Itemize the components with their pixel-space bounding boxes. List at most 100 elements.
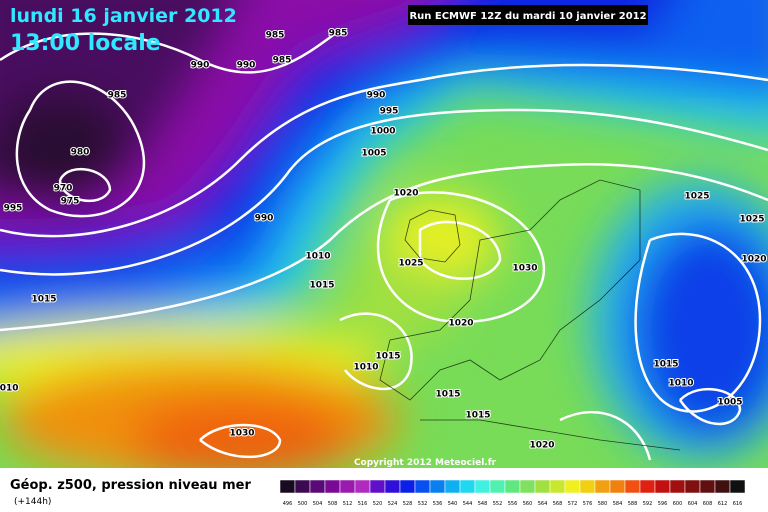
legend-swatch	[444, 479, 461, 494]
legend-swatch	[534, 479, 551, 494]
legend-label: 528	[403, 501, 413, 507]
legend-swatch	[459, 479, 476, 494]
isobar-label: 1010	[305, 252, 330, 262]
isobar-label: 1030	[512, 264, 537, 274]
isobar-label: 975	[61, 197, 80, 207]
isobar-label: 985	[329, 29, 348, 39]
isobar-label: 990	[191, 61, 210, 71]
isobar-label: 990	[367, 91, 386, 101]
legend-label: 616	[733, 501, 743, 507]
legend-label: 508	[328, 501, 338, 507]
legend-swatch	[609, 479, 626, 494]
legend-swatch	[504, 479, 521, 494]
legend-swatch	[654, 479, 671, 494]
isobar-label: 985	[273, 56, 292, 66]
legend-label: 556	[508, 501, 518, 507]
legend-label: 572	[568, 501, 578, 507]
field	[0, 0, 768, 468]
legend-label: 568	[553, 501, 563, 507]
legend-label: 512	[343, 501, 353, 507]
legend-label: 520	[373, 501, 383, 507]
isobar-label: 970	[54, 184, 73, 194]
legend-swatch	[384, 479, 401, 494]
isobar-label: 1010	[668, 379, 693, 389]
isobar-label: 985	[266, 31, 285, 41]
isobar-label: 990	[237, 61, 256, 71]
isobar-label: 1010	[353, 363, 378, 373]
legend-swatch	[474, 479, 491, 494]
legend-label: 596	[658, 501, 668, 507]
legend-label: 532	[418, 501, 428, 507]
legend-swatch	[594, 479, 611, 494]
legend-swatch	[519, 479, 536, 494]
legend-label: 500	[298, 501, 308, 507]
legend-label: 544	[463, 501, 473, 507]
legend-label: 560	[523, 501, 533, 507]
legend-label: 548	[478, 501, 488, 507]
isobar-label: 1005	[717, 398, 742, 408]
isobar-label: 995	[4, 204, 23, 214]
isobar-label: 1010	[0, 384, 19, 394]
legend-swatch	[684, 479, 701, 494]
legend-swatch	[579, 479, 596, 494]
isobar-label: 1015	[465, 411, 490, 421]
run-box	[408, 5, 648, 25]
legend-swatch	[639, 479, 656, 494]
isobar-label: 980	[71, 148, 90, 158]
legend-swatch	[429, 479, 446, 494]
legend-label: 584	[613, 501, 623, 507]
legend-swatch	[549, 479, 566, 494]
legend-swatch	[279, 479, 296, 494]
isobar-label: 1025	[684, 192, 709, 202]
isobar-label: 1020	[448, 319, 473, 329]
title: lundi 16 janvier 2012	[10, 5, 237, 27]
isobar-label: 1020	[393, 189, 418, 199]
legend-swatch	[309, 479, 326, 494]
legend-swatch	[369, 479, 386, 494]
subtitle: 13:00 locale	[10, 31, 161, 56]
legend-swatch	[294, 479, 311, 494]
caption: Géop. z500, pression niveau mer	[10, 478, 251, 493]
isobar-label: 1015	[309, 281, 334, 291]
legend-label: 504	[313, 501, 323, 507]
legend-label: 524	[388, 501, 398, 507]
legend-swatch	[354, 479, 371, 494]
legend-swatch	[339, 479, 356, 494]
legend-swatch	[729, 479, 746, 494]
legend-label: 496	[283, 501, 293, 507]
legend-label: 552	[493, 501, 503, 507]
legend-swatch	[399, 479, 416, 494]
legend-swatch	[624, 479, 641, 494]
legend-label: 588	[628, 501, 638, 507]
isobar-label: 1020	[741, 255, 766, 265]
legend-label: 604	[688, 501, 698, 507]
lead-time: (+144h)	[14, 497, 51, 507]
legend-swatch	[699, 479, 716, 494]
legend-label: 580	[598, 501, 608, 507]
legend-label: 536	[433, 501, 443, 507]
legend-label: 540	[448, 501, 458, 507]
isobar-label: 1015	[31, 295, 56, 305]
legend-swatch	[489, 479, 506, 494]
isobar-label: 990	[255, 214, 274, 224]
coastlines	[379, 179, 681, 451]
run-label: Run ECMWF 12Z du mardi 10 janvier 2012	[409, 11, 646, 22]
isobar-label: 1025	[739, 215, 764, 225]
isobar-label: 1000	[370, 127, 395, 137]
legend-swatch	[714, 479, 731, 494]
legend-label: 516	[358, 501, 368, 507]
isobar-label: 1015	[375, 352, 400, 362]
legend-label: 576	[583, 501, 593, 507]
isobar-label: 1030	[229, 429, 254, 439]
isobars	[0, 28, 768, 461]
isobar-label: 1020	[529, 441, 554, 451]
isobar-label: 1025	[398, 259, 423, 269]
legend-label: 608	[703, 501, 713, 507]
legend-label: 600	[673, 501, 683, 507]
legend-swatch	[564, 479, 581, 494]
legend-label: 592	[643, 501, 653, 507]
isobar-label: 995	[380, 107, 399, 117]
legend-label: 612	[718, 501, 728, 507]
isobar-label: 1015	[435, 390, 460, 400]
